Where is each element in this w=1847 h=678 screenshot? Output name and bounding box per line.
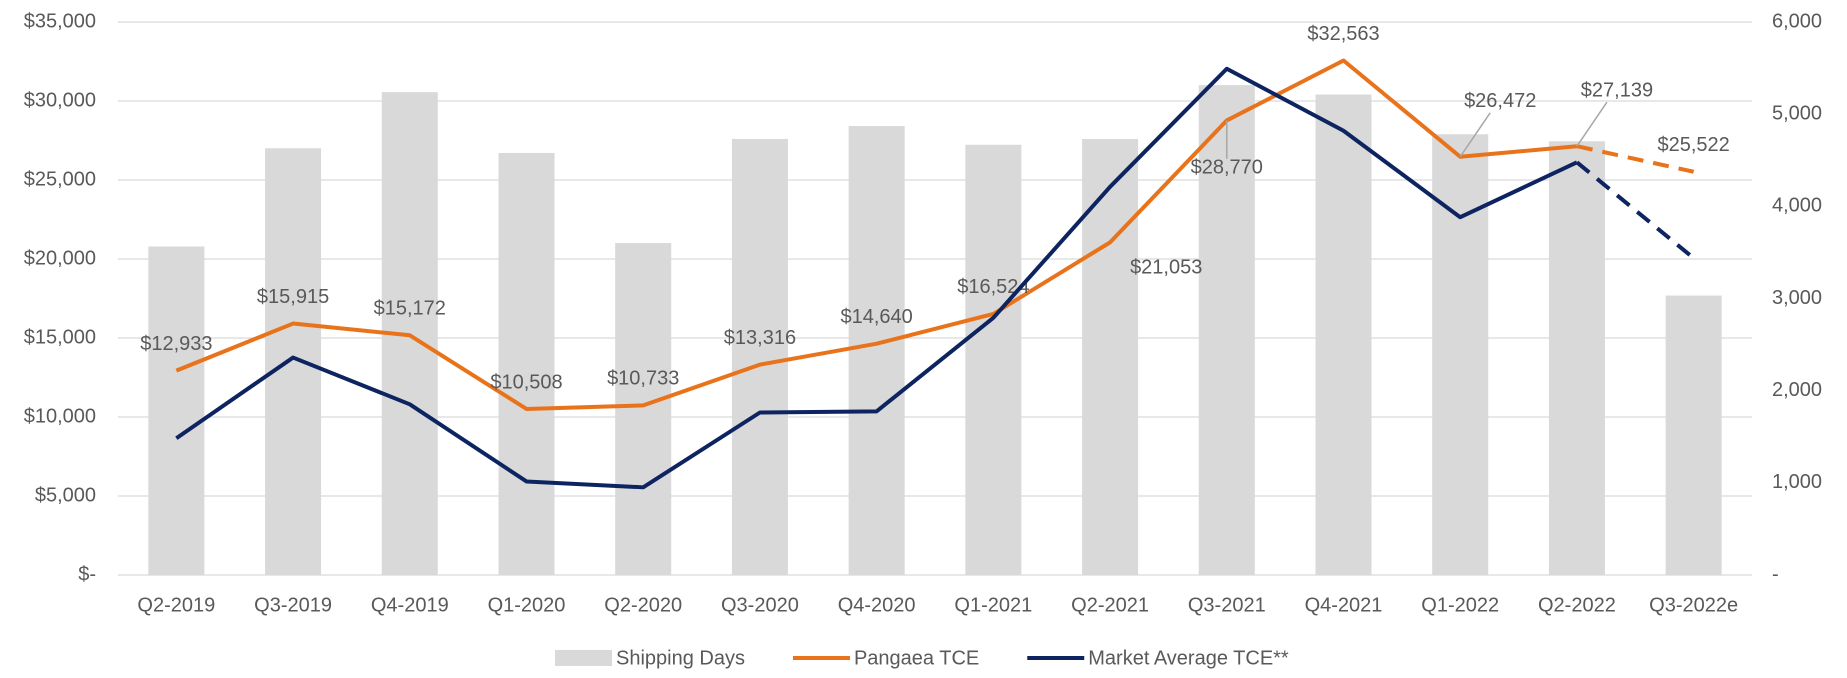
data-label: $15,172	[374, 298, 446, 320]
legend-label: Market Average TCE**	[1088, 647, 1289, 669]
bar	[848, 126, 905, 576]
x-tick-label: Q3-2021	[1188, 594, 1266, 616]
y2-tick-label: 6,000	[1772, 10, 1822, 32]
data-label: $26,472	[1464, 90, 1536, 112]
data-label: $28,770	[1191, 157, 1263, 179]
data-label: $10,508	[490, 371, 562, 393]
x-tick-label: Q4-2021	[1305, 594, 1383, 616]
y-tick-label: $20,000	[24, 247, 96, 269]
bar	[731, 138, 788, 575]
y2-tick-label: 2,000	[1772, 379, 1822, 401]
x-tick-label: Q2-2019	[137, 594, 215, 616]
data-label: $21,053	[1130, 257, 1202, 279]
x-tick-label: Q3-2019	[254, 594, 332, 616]
line	[175, 58, 1578, 411]
data-label: $14,640	[840, 306, 912, 328]
bar	[265, 148, 322, 576]
x-tick-label: Q3-2022e	[1649, 594, 1738, 616]
bar	[615, 243, 672, 575]
bar	[965, 144, 1022, 576]
data-label: $27,139	[1581, 79, 1653, 101]
data-label: $15,915	[257, 286, 329, 308]
data-label: $12,933	[140, 333, 212, 355]
bar	[1198, 85, 1255, 576]
y2-tick-label: 3,000	[1772, 287, 1822, 309]
x-tick-label: Q2-2022	[1538, 594, 1616, 616]
bar	[148, 246, 205, 575]
leader-line	[1459, 112, 1491, 158]
x-tick-label: Q2-2021	[1071, 594, 1149, 616]
x-tick-label: Q3-2020	[721, 594, 799, 616]
x-tick-label: Q2-2020	[604, 594, 682, 616]
x-tick-label: Q4-2019	[371, 594, 449, 616]
bar	[498, 152, 555, 576]
y2-tick-label: -	[1772, 563, 1779, 585]
y-tick-label: $30,000	[24, 89, 96, 111]
data-label: $13,316	[724, 327, 796, 349]
data-label: $10,733	[607, 368, 679, 390]
data-label: $25,522	[1657, 134, 1729, 156]
y2-tick-label: 1,000	[1772, 471, 1822, 493]
y-tick-label: $10,000	[24, 405, 96, 427]
y-tick-label: $35,000	[24, 10, 96, 32]
bar	[1548, 141, 1605, 575]
x-tick-label: Q1-2022	[1421, 594, 1499, 616]
y2-tick-label: 4,000	[1772, 195, 1822, 217]
bar	[1315, 94, 1372, 576]
legend-label: Pangaea TCE	[854, 647, 979, 669]
data-label: $16,524	[957, 276, 1029, 298]
y-tick-label: $15,000	[24, 326, 96, 348]
line	[175, 66, 1578, 490]
y-tick-label: $-	[78, 563, 96, 585]
x-tick-label: Q1-2021	[954, 594, 1032, 616]
y-tick-label: $5,000	[35, 484, 96, 506]
bar	[1082, 138, 1139, 575]
forecast-line	[1576, 144, 1695, 174]
x-tick-label: Q4-2020	[838, 594, 916, 616]
legend-label: Shipping Days	[616, 647, 745, 669]
y-tick-label: $25,000	[24, 168, 96, 190]
bar	[1665, 295, 1722, 575]
leader-line	[1576, 101, 1608, 147]
y2-tick-label: 5,000	[1772, 102, 1822, 124]
legend-swatch	[555, 650, 612, 666]
x-tick-label: Q1-2020	[488, 594, 566, 616]
data-label: $32,563	[1307, 23, 1379, 45]
